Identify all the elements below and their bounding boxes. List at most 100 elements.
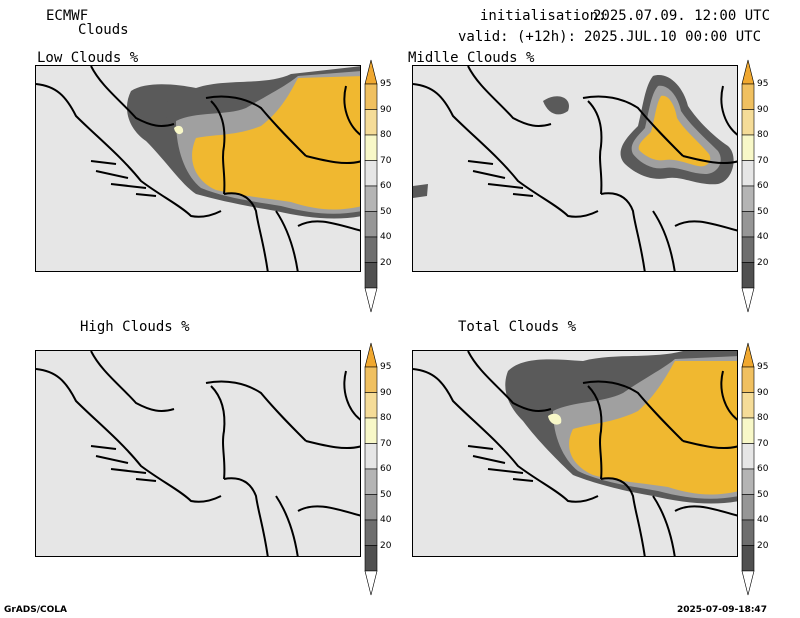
colorbar-level-label: 50 <box>757 206 769 217</box>
colorbar-level-label: 60 <box>380 181 392 191</box>
total-coast-islands <box>467 445 534 482</box>
colorbar-swatch <box>741 262 755 289</box>
colorbar-level-label: 95 <box>380 79 392 89</box>
colorbar-level-label: 90 <box>380 104 392 115</box>
product-label: Clouds <box>78 22 129 38</box>
colorbar-level-label: 90 <box>757 104 769 115</box>
panel-title-low: Low Clouds % <box>37 50 139 66</box>
low-coast-islands <box>90 160 157 197</box>
colorbar-swatch <box>741 570 755 596</box>
colorbar-level-label: 20 <box>757 540 769 551</box>
colorbar-swatch <box>364 185 378 212</box>
colorbar-swatch <box>741 392 755 419</box>
colorbar-low: 95 90 80 70 60 50 40 20 <box>364 59 391 313</box>
colorbar-swatch <box>364 287 378 313</box>
colorbar-swatch <box>741 366 755 393</box>
colorbar-swatch <box>364 59 378 85</box>
colorbar-level-label: 50 <box>380 489 392 500</box>
low-borders <box>36 66 360 271</box>
colorbar-level-label: 60 <box>757 181 769 191</box>
colorbar-swatch <box>364 545 378 572</box>
colorbar-swatch <box>364 236 378 263</box>
colorbar-level-label: 20 <box>380 257 392 268</box>
map-low-clouds <box>35 65 361 272</box>
colorbar-level-label: 80 <box>757 130 769 140</box>
colorbar-level-label: 40 <box>380 515 392 525</box>
colorbar-swatch <box>364 262 378 289</box>
footer-software: GrADS/COLA <box>4 605 67 615</box>
colorbar-swatch <box>741 109 755 136</box>
high-coast-islands <box>90 445 157 482</box>
colorbar-swatch <box>741 519 755 546</box>
middle-borders <box>413 66 737 271</box>
colorbar-level-label: 50 <box>757 489 769 500</box>
colorbar-swatch <box>364 570 378 596</box>
map-middle-clouds <box>412 65 738 272</box>
middle-clouds-field <box>413 66 737 271</box>
colorbar-level-label: 95 <box>757 362 769 372</box>
colorbar-swatch <box>364 160 378 187</box>
colorbar-high: 95 90 80 70 60 50 40 20 <box>364 342 391 596</box>
colorbar-swatches <box>741 59 755 313</box>
colorbar-level-label: 70 <box>380 155 392 166</box>
colorbar-level-label: 90 <box>380 387 392 398</box>
colorbar-swatch <box>364 83 378 110</box>
middle-cloud-cover <box>413 75 734 198</box>
low-cloud-cover <box>127 66 360 219</box>
colorbar-swatch <box>741 494 755 521</box>
colorbar-level-label: 60 <box>380 464 392 474</box>
model-label: ECMWF <box>46 8 89 24</box>
total-cloud-cover <box>505 351 737 504</box>
colorbar-swatch <box>364 443 378 470</box>
colorbar-level-label: 80 <box>380 413 392 423</box>
colorbar-swatch <box>741 468 755 495</box>
colorbar-swatch <box>741 185 755 212</box>
map-total-clouds <box>412 350 738 557</box>
high-clouds-field <box>36 351 360 556</box>
colorbar-level-label: 20 <box>380 540 392 551</box>
colorbar-level-label: 40 <box>757 232 769 242</box>
total-clouds-field <box>413 351 737 556</box>
colorbar-swatch <box>364 109 378 136</box>
init-label: initialisation: <box>480 8 607 24</box>
footer-timestamp: 2025-07-09-18:47 <box>677 605 767 615</box>
colorbar-level-label: 80 <box>380 130 392 140</box>
colorbar-swatches <box>364 59 378 313</box>
colorbar-level-label: 90 <box>757 387 769 398</box>
colorbar-swatch <box>364 392 378 419</box>
colorbar-total: 95 90 80 70 60 50 40 20 <box>741 342 768 596</box>
colorbar-level-label: 70 <box>380 438 392 449</box>
valid-label: valid: (+12h): <box>458 29 577 45</box>
colorbar-middle: 95 90 80 70 60 50 40 20 <box>741 59 768 313</box>
colorbar-level-label: 70 <box>757 438 769 449</box>
colorbar-swatch <box>364 366 378 393</box>
panel-title-high: High Clouds % <box>80 319 190 335</box>
colorbar-swatch <box>364 134 378 161</box>
colorbar-level-label: 95 <box>380 362 392 372</box>
colorbar-swatch <box>364 468 378 495</box>
valid-value: 2025.JUL.10 00:00 UTC <box>584 29 762 45</box>
colorbar-swatch <box>741 160 755 187</box>
colorbar-level-label: 95 <box>757 79 769 89</box>
colorbar-swatch <box>364 211 378 238</box>
low-clouds-field <box>36 66 360 271</box>
colorbar-level-label: 70 <box>757 155 769 166</box>
panel-title-total: Total Clouds % <box>458 319 577 335</box>
colorbar-level-label: 80 <box>757 413 769 423</box>
panel-title-middle: Midlle Clouds % <box>408 50 535 66</box>
middle-coast-islands <box>467 160 534 197</box>
colorbar-level-label: 20 <box>757 257 769 268</box>
colorbar-swatch <box>741 443 755 470</box>
colorbar-swatch <box>741 287 755 313</box>
colorbar-swatches <box>364 342 378 596</box>
colorbar-swatches <box>741 342 755 596</box>
map-high-clouds <box>35 350 361 557</box>
colorbar-swatch <box>741 134 755 161</box>
init-value: 2025.07.09. 12:00 UTC <box>593 8 771 24</box>
colorbar-swatch <box>741 83 755 110</box>
colorbar-swatch <box>741 211 755 238</box>
colorbar-level-label: 40 <box>757 515 769 525</box>
total-borders <box>413 351 737 556</box>
colorbar-level-label: 60 <box>757 464 769 474</box>
high-borders <box>36 351 360 556</box>
